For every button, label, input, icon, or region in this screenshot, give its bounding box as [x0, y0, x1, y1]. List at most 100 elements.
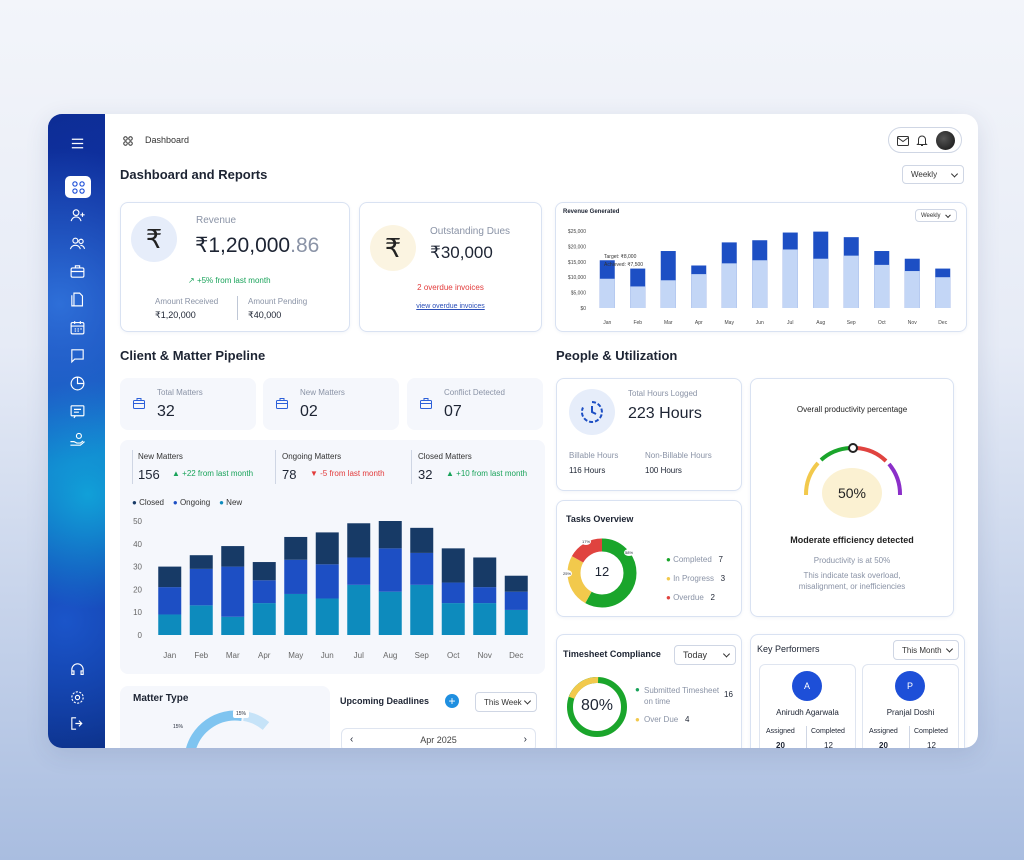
legend-value: 7	[718, 555, 723, 564]
matters-chart-panel: New Matters 156 ▲ +22 from last month On…	[120, 440, 545, 674]
settings-icon[interactable]	[66, 686, 88, 708]
legend-dot-new: ●	[219, 498, 224, 507]
completed-value: 12	[927, 741, 936, 748]
chevron-right-icon[interactable]: ›	[523, 734, 527, 745]
tasks-legend: ● Completed 7 ● In Progress 3 ● Overdue …	[666, 550, 725, 607]
mail-icon[interactable]	[897, 136, 909, 146]
matter-bar-closed	[378, 521, 402, 549]
legend-label: Over Due	[644, 715, 679, 724]
headset-icon[interactable]	[66, 658, 88, 680]
stat-value: 32	[157, 403, 175, 420]
legend-label: Ongoing	[179, 498, 211, 507]
breadcrumb[interactable]: Dashboard	[145, 135, 190, 145]
revenue-value-main: ₹1,20,000	[195, 234, 291, 257]
matter-bar-new	[378, 591, 402, 635]
avatar: P	[895, 671, 925, 701]
matter-bar-closed	[441, 548, 465, 583]
matters-stacked-chart: 0 10 20 30 40 50 Jan Feb Mar Apr May Jun Jul Aug Sep Oc…	[133, 517, 528, 660]
revenue-bar-achieved	[691, 274, 707, 308]
stat-card-total-matters[interactable]: Total Matters 32	[120, 378, 256, 430]
productivity-headline: Moderate efficiency detected	[790, 535, 914, 545]
dashboard-icon[interactable]	[65, 176, 91, 198]
matter-bar-new	[441, 603, 465, 635]
performer-card[interactable]: A Anirudh Agarwala Assigned Completed 20…	[759, 664, 856, 748]
productivity-line: misalignment, or inefficiencies	[798, 582, 906, 591]
summary-change-text: +10 from last month	[456, 469, 528, 478]
tasks-total: 12	[594, 564, 610, 579]
x-tick-label: Jan	[603, 320, 611, 326]
chat-icon[interactable]	[66, 344, 88, 366]
period-select[interactable]: Weekly	[902, 165, 964, 184]
bell-icon[interactable]	[916, 134, 928, 147]
productivity-line: Productivity is at 50%	[813, 556, 891, 565]
performers-select[interactable]: This Month	[893, 640, 959, 660]
calendar-icon[interactable]	[66, 316, 88, 338]
stat-card-conflict-detected[interactable]: Conflict Detected 07	[407, 378, 543, 430]
view-overdue-link[interactable]: view overdue invoices	[416, 303, 485, 310]
summary-change: ▲ +10 from last month	[446, 469, 528, 478]
revenue-change: ↗ +5% from last month	[188, 276, 271, 285]
chevron-down-icon	[950, 169, 959, 178]
performers-title: Key Performers	[757, 644, 820, 654]
hours-card: Total Hours Logged 223 Hours Billable Ho…	[556, 378, 742, 491]
users-icon[interactable]	[66, 232, 88, 254]
chevron-down-icon	[945, 211, 951, 218]
x-tick-label: May	[288, 651, 303, 660]
logout-icon[interactable]	[66, 712, 88, 734]
tooltip-target: Target: ₹8,000	[604, 254, 637, 260]
x-tick-label: Feb	[633, 320, 642, 326]
matter-bar-ongoing	[189, 568, 213, 606]
matter-bar-new	[221, 616, 245, 635]
donut-pct-label: 17%	[581, 538, 592, 545]
y-tick-label: 0	[138, 631, 143, 640]
matter-bar-new	[504, 609, 528, 635]
revenue-bar-achieved	[752, 260, 768, 308]
performer-card[interactable]: P Pranjal Doshi Assigned Completed 20 12	[862, 664, 959, 748]
x-tick-label: Jan	[163, 651, 176, 660]
hours-label: Total Hours Logged	[628, 389, 698, 398]
matter-bar-closed	[347, 523, 371, 558]
revenue-value: ₹1,20,000.86	[195, 233, 319, 258]
add-deadline-button[interactable]: +	[445, 694, 459, 708]
x-tick-label: Jul	[787, 320, 793, 326]
x-tick-label: Jul	[354, 651, 364, 660]
assigned-value: 20	[776, 741, 785, 748]
timesheet-select[interactable]: Today	[674, 645, 736, 665]
revenue-chart-select[interactable]: Weekly	[915, 209, 957, 222]
matter-bar-new	[189, 605, 213, 635]
chevron-left-icon[interactable]: ‹	[350, 734, 354, 745]
hand-money-icon[interactable]	[66, 428, 88, 450]
matter-bar-ongoing	[315, 564, 339, 599]
menu-icon[interactable]	[66, 132, 88, 154]
main-content: Dashboard Dashboard and Reports Weekly ₹…	[105, 114, 978, 748]
dashboard-icon	[122, 134, 134, 146]
billable-label: Billable Hours	[569, 451, 619, 460]
y-tick-label: $15,000	[568, 260, 586, 266]
documents-icon[interactable]	[66, 288, 88, 310]
message-icon[interactable]	[66, 400, 88, 422]
x-tick-label: Sep	[847, 320, 856, 326]
stat-card-new-matters[interactable]: New Matters 02	[263, 378, 399, 430]
revenue-bar-achieved	[630, 286, 646, 308]
revenue-value-decimal: .86	[290, 234, 320, 257]
divider	[909, 726, 910, 748]
pending-label: Amount Pending	[248, 297, 308, 306]
overdue-invoices-text: 2 overdue invoices	[417, 283, 484, 292]
received-value: ₹1,20,000	[155, 310, 196, 320]
timesheet-donut	[567, 677, 627, 737]
briefcase-icon[interactable]	[66, 260, 88, 282]
legend-label: Completed	[673, 555, 712, 564]
pie-chart-icon[interactable]	[66, 372, 88, 394]
donut-label: 15%	[173, 724, 184, 730]
add-user-icon[interactable]	[66, 204, 88, 226]
revenue-bar-achieved	[721, 263, 737, 308]
legend-label: Overdue	[673, 593, 704, 602]
x-tick-label: Dec	[509, 651, 523, 660]
deadlines-select[interactable]: This Week	[475, 692, 537, 712]
matter-type-title: Matter Type	[133, 693, 189, 704]
timesheet-value: 80%	[580, 697, 614, 714]
rupee-icon: ₹	[131, 216, 177, 262]
avatar[interactable]	[936, 131, 955, 150]
chevron-down-icon	[722, 650, 731, 658]
legend-label: In Progress	[673, 574, 714, 583]
